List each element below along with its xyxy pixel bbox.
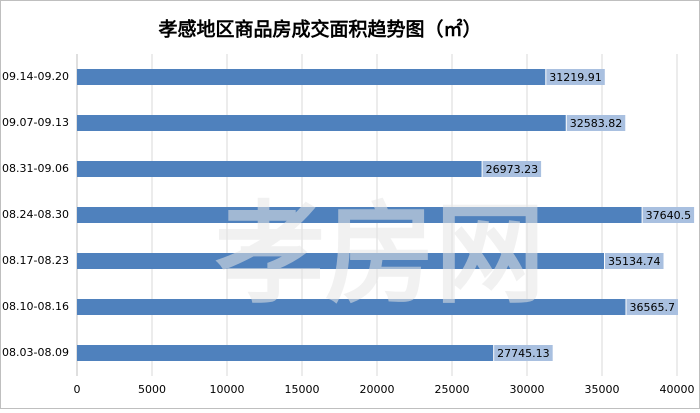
data-label: 31219.91 [549, 71, 602, 84]
data-label-box [642, 207, 695, 223]
x-tick-label: 10000 [210, 383, 245, 396]
data-label: 35134.74 [608, 255, 661, 268]
data-label: 37640.5 [646, 209, 692, 222]
y-tick-label: 08.10-08.16 [2, 300, 69, 313]
data-label-box [566, 115, 626, 131]
x-tick-label: 40000 [660, 383, 695, 396]
y-tick-label: 09.14-09.20 [2, 70, 69, 83]
bar [77, 207, 642, 223]
data-label-box [605, 253, 664, 269]
data-label-box [546, 69, 605, 85]
data-label: 27745.13 [497, 347, 550, 360]
bar [77, 345, 494, 361]
x-tick-label: 20000 [360, 383, 395, 396]
x-tick-label: 25000 [435, 383, 470, 396]
bar [77, 161, 482, 177]
bar [77, 253, 605, 269]
data-label: 32583.82 [570, 117, 623, 130]
bar [77, 115, 566, 131]
y-tick-label: 09.07-09.13 [2, 116, 69, 129]
y-tick-label: 08.17-08.23 [2, 254, 69, 267]
data-label-box [494, 345, 553, 361]
data-label-box [626, 299, 678, 315]
bar [77, 299, 626, 315]
chart-title: 孝感地区商品房成交面积趋势图（㎡） [158, 18, 481, 41]
x-tick-label: 30000 [510, 383, 545, 396]
x-tick-label: 0 [74, 383, 81, 396]
y-tick-label: 08.31-09.06 [2, 162, 69, 175]
y-tick-label: 08.24-08.30 [2, 208, 69, 221]
data-label-box [482, 161, 542, 177]
data-label: 26973.23 [486, 163, 539, 176]
x-tick-label: 5000 [138, 383, 166, 396]
x-tick-label: 35000 [585, 383, 620, 396]
bar [77, 69, 546, 85]
data-label: 36565.7 [629, 301, 675, 314]
y-tick-label: 08.03-08.09 [2, 346, 69, 359]
watermark: 孝房网 [215, 190, 545, 318]
x-tick-label: 15000 [285, 383, 320, 396]
